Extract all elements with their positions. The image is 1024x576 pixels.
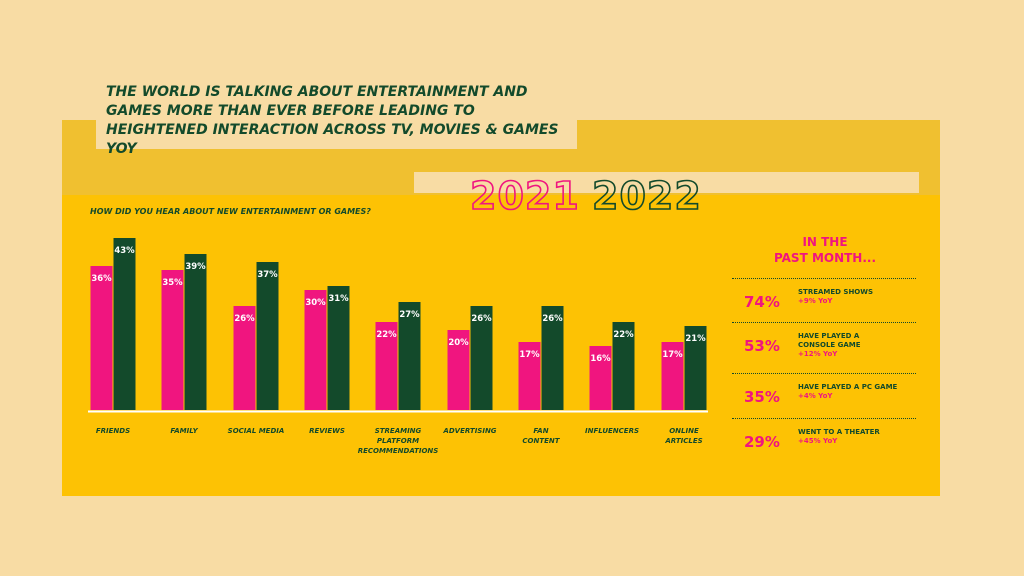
category-label: INFLUENCERS [585, 427, 639, 435]
bar-2021 [375, 322, 398, 410]
category-label: ARTICLES [664, 437, 702, 445]
category-label: SOCIAL MEDIA [228, 427, 285, 435]
data-label: 22% [613, 330, 634, 340]
stat-label-text: WENT TO A THEATER [798, 428, 880, 436]
bar-2021 [233, 306, 256, 410]
stat-percent: 29% [744, 433, 780, 451]
data-label: 22% [376, 330, 397, 340]
data-label: 43% [114, 246, 135, 256]
stat-row: 29% WENT TO A THEATER +45% YoY [732, 418, 916, 470]
data-label: 31% [328, 294, 349, 304]
category-label: STREAMING [375, 427, 422, 435]
category-label: FAMILY [170, 427, 198, 435]
stat-label: WENT TO A THEATER +45% YoY [798, 428, 898, 446]
data-label: 16% [590, 354, 611, 364]
category-label: ADVERTISING [442, 427, 496, 435]
chart-title: HOW DID YOU HEAR ABOUT NEW ENTERTAINMENT… [90, 207, 371, 216]
data-label: 36% [91, 274, 112, 284]
stat-percent: 35% [744, 388, 780, 406]
legend-year-2022: 2022 [591, 174, 702, 218]
year-strip [414, 172, 919, 193]
bar-2022 [256, 262, 279, 410]
data-label: 35% [162, 278, 183, 288]
bar-2022 [541, 306, 564, 410]
stat-label: STREAMED SHOWS +9% YoY [798, 288, 898, 306]
bar-2022 [684, 326, 707, 410]
bar-2021 [447, 330, 470, 410]
stat-label-text: HAVE PLAYED A PC GAME [798, 383, 898, 391]
category-label: FRIENDS [96, 427, 130, 435]
data-label: 26% [471, 314, 492, 324]
headline-box [96, 70, 577, 149]
stat-yoy: +45% YoY [798, 437, 838, 445]
bar-2021 [661, 342, 684, 410]
side-title-line-2: PAST MONTH... [773, 251, 877, 265]
bar-2022 [612, 322, 635, 410]
legend-year-2021: 2021 [469, 174, 580, 218]
stat-label: HAVE PLAYED A PC GAME +4% YoY [798, 383, 898, 401]
stat-row: 35% HAVE PLAYED A PC GAME +4% YoY [732, 373, 916, 425]
headline: THE WORLD IS TALKING ABOUT ENTERTAINMENT… [106, 84, 559, 157]
category-label: CONTENT [522, 437, 560, 445]
stat-yoy: +9% YoY [798, 297, 833, 305]
data-label: 27% [399, 310, 420, 320]
stat-yoy: +12% YoY [798, 350, 838, 358]
side-title: IN THE PAST MONTH... [760, 234, 890, 266]
data-label: 21% [685, 334, 706, 344]
bar-2022 [113, 238, 136, 410]
stat-percent: 53% [744, 337, 780, 355]
stat-row: 53% HAVE PLAYED A CONSOLE GAME +12% YoY [732, 322, 916, 374]
data-label: 17% [662, 350, 683, 360]
bar-2021 [518, 342, 541, 410]
stat-percent: 74% [744, 293, 780, 311]
bar-2022 [398, 302, 421, 410]
bar-2022 [470, 306, 493, 410]
data-label: 30% [305, 298, 326, 308]
bar-2022 [184, 254, 207, 410]
bar-2021 [161, 270, 184, 410]
category-label: ONLINE [669, 427, 699, 435]
bar-2021 [304, 290, 327, 410]
stat-label-text: HAVE PLAYED A CONSOLE GAME [798, 332, 861, 349]
data-label: 37% [257, 270, 278, 280]
data-label: 26% [234, 314, 255, 324]
bar-2021 [589, 346, 612, 410]
side-title-line-1: IN THE [802, 235, 848, 249]
category-label: RECOMMENDATIONS [358, 447, 439, 455]
stat-label: HAVE PLAYED A CONSOLE GAME +12% YoY [798, 332, 898, 359]
stat-label-text: STREAMED SHOWS [798, 288, 874, 296]
stat-row: 74% STREAMED SHOWS +9% YoY [732, 278, 916, 330]
data-label: 17% [519, 350, 540, 360]
category-label: REVIEWS [309, 427, 345, 435]
category-label: PLATFORM [377, 437, 419, 445]
chart-panel [62, 195, 940, 496]
category-label: FAN [533, 427, 548, 435]
stat-yoy: +4% YoY [798, 392, 833, 400]
data-label: 39% [185, 262, 206, 272]
data-label: 26% [542, 314, 563, 324]
bar-2022 [327, 286, 350, 410]
data-label: 20% [448, 338, 469, 348]
bar-2021 [90, 266, 113, 410]
